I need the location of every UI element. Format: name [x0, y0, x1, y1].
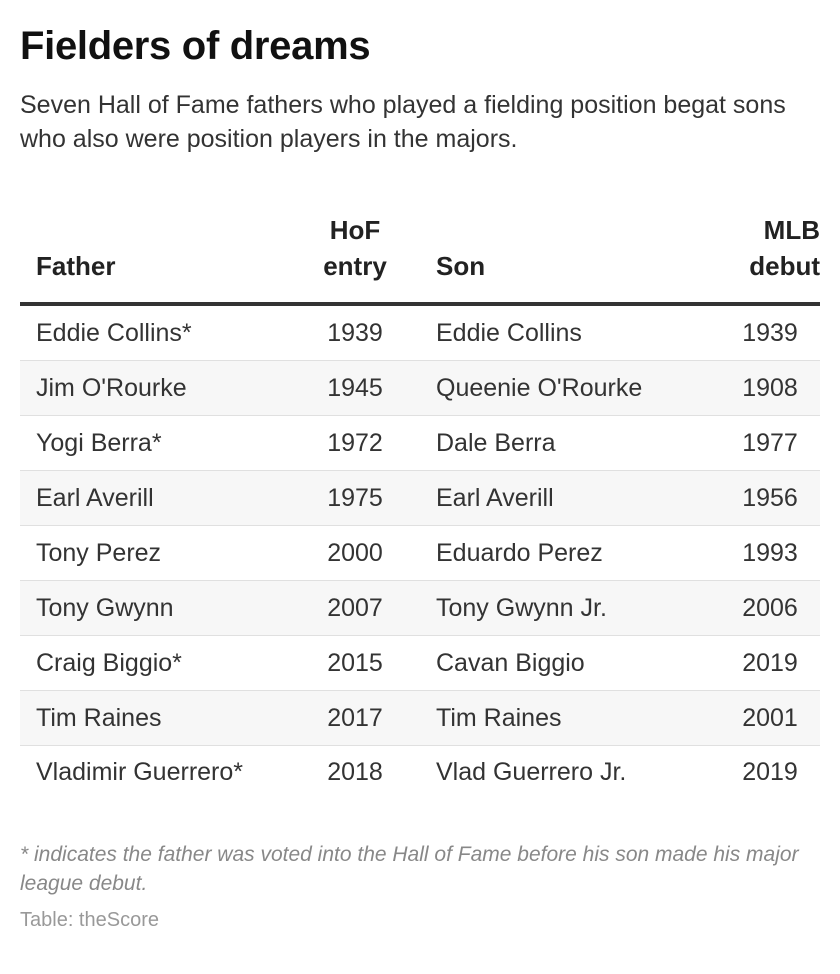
cell-hof-entry: 2017 [290, 690, 420, 746]
cell-mlb-debut: 1908 [690, 360, 820, 416]
column-header-son-label: Son [436, 251, 486, 281]
cell-hof-entry: 1975 [290, 470, 420, 526]
column-header-mlb-debut-line2: debut [749, 251, 820, 281]
table-row: Tim Raines 2017 Tim Raines 2001 [20, 690, 820, 746]
cell-son: Cavan Biggio [420, 635, 690, 691]
table-row: Tony Perez 2000 Eduardo Perez 1993 [20, 525, 820, 581]
cell-mlb-debut: 1956 [690, 470, 820, 526]
cell-mlb-debut: 2019 [690, 635, 820, 691]
chart-title: Fielders of dreams [20, 24, 371, 68]
table-row: Eddie Collins* 1939 Eddie Collins 1939 [20, 304, 820, 361]
column-header-mlb-debut: MLB debut [690, 212, 820, 306]
table-row: Earl Averill 1975 Earl Averill 1956 [20, 470, 820, 526]
table-row: Craig Biggio* 2015 Cavan Biggio 2019 [20, 635, 820, 691]
data-table: Father HoF entry Son MLB debut Eddie Col… [20, 212, 820, 798]
cell-mlb-debut: 1977 [690, 415, 820, 471]
column-header-hof-entry: HoF entry [290, 212, 420, 306]
cell-hof-entry: 2007 [290, 580, 420, 636]
cell-hof-entry: 2018 [327, 758, 383, 786]
cell-mlb-debut: 2001 [690, 690, 820, 746]
cell-hof-entry: 1939 [290, 304, 420, 361]
cell-hof-entry: 2000 [290, 525, 420, 581]
chart-container: Fielders of dreams Seven Hall of Fame fa… [20, 24, 820, 931]
cell-father: Tony Gwynn [20, 580, 290, 636]
cell-son: Queenie O'Rourke [420, 360, 690, 416]
column-header-hof-entry-line1: HoF [329, 215, 381, 245]
cell-father: Eddie Collins* [20, 304, 290, 361]
cell-mlb-debut: 2019 [742, 758, 798, 786]
table-row: Yogi Berra* 1972 Dale Berra 1977 [20, 415, 820, 471]
cell-son: Tony Gwynn Jr. [420, 580, 690, 636]
cell-father: Craig Biggio* [20, 635, 290, 691]
cell-son: Eddie Collins [420, 304, 690, 361]
cell-father: Earl Averill [20, 470, 290, 526]
cell-son: Vlad Guerrero Jr. [436, 758, 627, 786]
column-header-son: Son [420, 212, 690, 306]
cell-mlb-debut: 2006 [690, 580, 820, 636]
cell-son: Eduardo Perez [420, 525, 690, 581]
column-header-father: Father [20, 212, 290, 306]
table-source: Table: theScore [20, 909, 159, 931]
column-header-hof-entry-line2: entry [323, 251, 387, 281]
cell-son: Tim Raines [420, 690, 690, 746]
cell-son: Dale Berra [420, 415, 690, 471]
column-header-mlb-debut-line1: MLB [763, 215, 820, 245]
cell-mlb-debut: 1993 [690, 525, 820, 581]
cell-hof-entry: 2015 [290, 635, 420, 691]
chart-subtitle: Seven Hall of Fame fathers who played a … [20, 91, 786, 153]
table-footnote: * indicates the father was voted into th… [20, 843, 799, 895]
cell-son: Earl Averill [420, 470, 690, 526]
cell-father: Yogi Berra* [20, 415, 290, 471]
table-row: Jim O'Rourke 1945 Queenie O'Rourke 1908 [20, 360, 820, 416]
cell-hof-entry: 1972 [290, 415, 420, 471]
cell-father: Vladimir Guerrero* [36, 758, 244, 786]
cell-father: Tim Raines [20, 690, 290, 746]
cell-mlb-debut: 1939 [690, 304, 820, 361]
cell-hof-entry: 1945 [290, 360, 420, 416]
table-header-row: Father HoF entry Son MLB debut [20, 212, 820, 306]
column-header-father-label: Father [36, 251, 116, 281]
cell-father: Tony Perez [20, 525, 290, 581]
table-row: Tony Gwynn 2007 Tony Gwynn Jr. 2006 [20, 580, 820, 636]
table-row: Vladimir Guerrero* 2018 Vlad Guerrero Jr… [20, 746, 820, 799]
cell-father: Jim O'Rourke [20, 360, 290, 416]
